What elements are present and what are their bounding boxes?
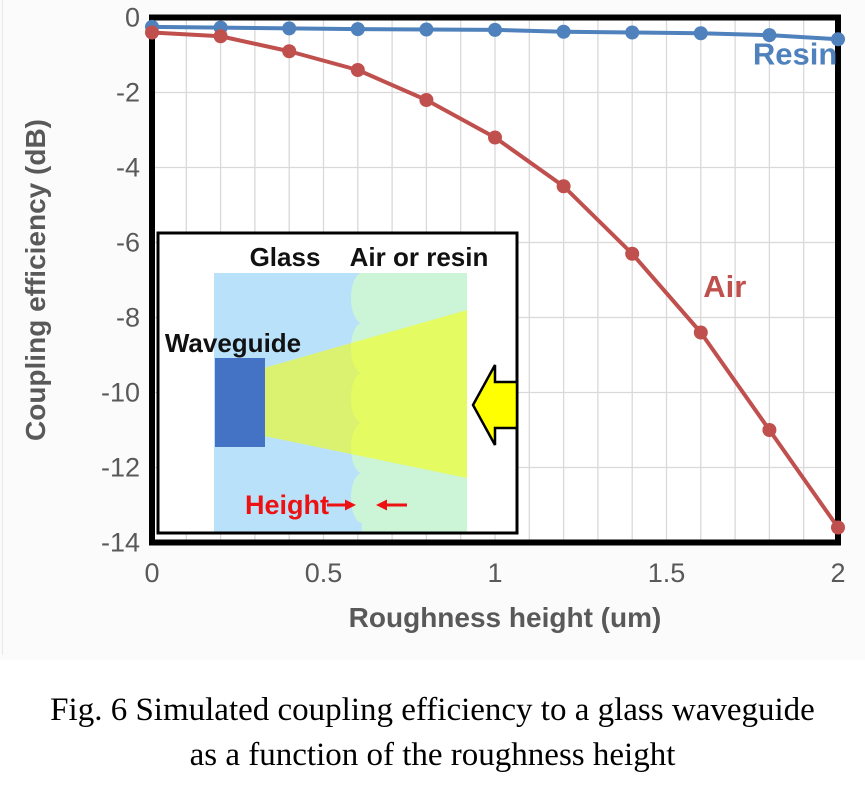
plot-border bbox=[149, 14, 841, 546]
data-point-resin bbox=[762, 28, 777, 43]
glass-label: Glass bbox=[250, 242, 321, 272]
height-arrow-left-head bbox=[376, 499, 387, 511]
caption-line-1: Fig. 6 Simulated coupling efficiency to … bbox=[50, 692, 815, 728]
data-point-resin bbox=[693, 26, 708, 41]
data-point-air bbox=[556, 179, 571, 194]
data-point-air bbox=[625, 246, 640, 261]
y-axis-tick-labels: 0 -2 -4 -6 -8 -10 -12 -14 bbox=[101, 3, 140, 558]
x-axis-title: Roughness height (um) bbox=[349, 602, 662, 633]
x-tick-label: 0 bbox=[144, 558, 159, 588]
y-tick-label: -14 bbox=[101, 528, 140, 558]
data-point-resin bbox=[419, 22, 434, 37]
y-tick-label: -6 bbox=[116, 228, 140, 258]
x-tick-label: 2 bbox=[830, 558, 845, 588]
series-resin: Resin bbox=[145, 19, 845, 71]
waveguide-rect bbox=[215, 358, 265, 447]
y-tick-label: -2 bbox=[116, 78, 140, 108]
data-point-air bbox=[282, 44, 297, 59]
data-point-air bbox=[350, 63, 365, 77]
series-air: Air bbox=[145, 25, 845, 535]
data-point-resin bbox=[282, 21, 297, 36]
inset-diagram: Glass Air or resin Waveguide Height bbox=[156, 231, 519, 535]
y-tick-label: -12 bbox=[101, 453, 140, 483]
y-axis-title: Coupling efficiency (dB) bbox=[20, 119, 51, 441]
height-arrow-right-head bbox=[345, 499, 356, 511]
light-beam bbox=[264, 310, 467, 478]
data-point-resin bbox=[625, 25, 640, 40]
data-point-air bbox=[419, 93, 434, 107]
y-tick-label: -4 bbox=[116, 153, 140, 183]
height-label: Height bbox=[245, 490, 329, 520]
data-point-resin bbox=[556, 24, 571, 39]
data-point-air bbox=[213, 29, 228, 44]
x-tick-label: 0.5 bbox=[305, 558, 343, 588]
data-point-air bbox=[831, 520, 845, 535]
waveguide-label: Waveguide bbox=[165, 328, 301, 358]
x-tick-label: 1 bbox=[487, 558, 502, 588]
data-point-air bbox=[488, 130, 502, 145]
data-point-resin bbox=[350, 22, 365, 37]
caption-line-2: as a function of the roughness height bbox=[189, 737, 676, 773]
y-tick-label: -10 bbox=[101, 378, 140, 408]
series-label-air: Air bbox=[703, 269, 746, 304]
data-point-air bbox=[693, 325, 708, 340]
x-tick-label: 1.5 bbox=[648, 558, 686, 588]
figure-caption: Fig. 6 Simulated coupling efficiency to … bbox=[0, 688, 865, 778]
data-point-air bbox=[762, 423, 777, 437]
data-point-air bbox=[145, 25, 159, 40]
height-measure-arrows bbox=[327, 499, 407, 511]
y-tick-label: -8 bbox=[116, 303, 140, 333]
air-or-resin-label: Air or resin bbox=[350, 242, 489, 272]
data-point-resin bbox=[831, 32, 845, 47]
incoming-light-arrow bbox=[471, 364, 519, 446]
x-axis-tick-labels: 0 0.5 1 1.5 2 bbox=[144, 558, 845, 588]
series-label-resin: Resin bbox=[753, 36, 837, 71]
y-tick-label: 0 bbox=[125, 3, 140, 33]
data-point-resin bbox=[488, 22, 502, 37]
